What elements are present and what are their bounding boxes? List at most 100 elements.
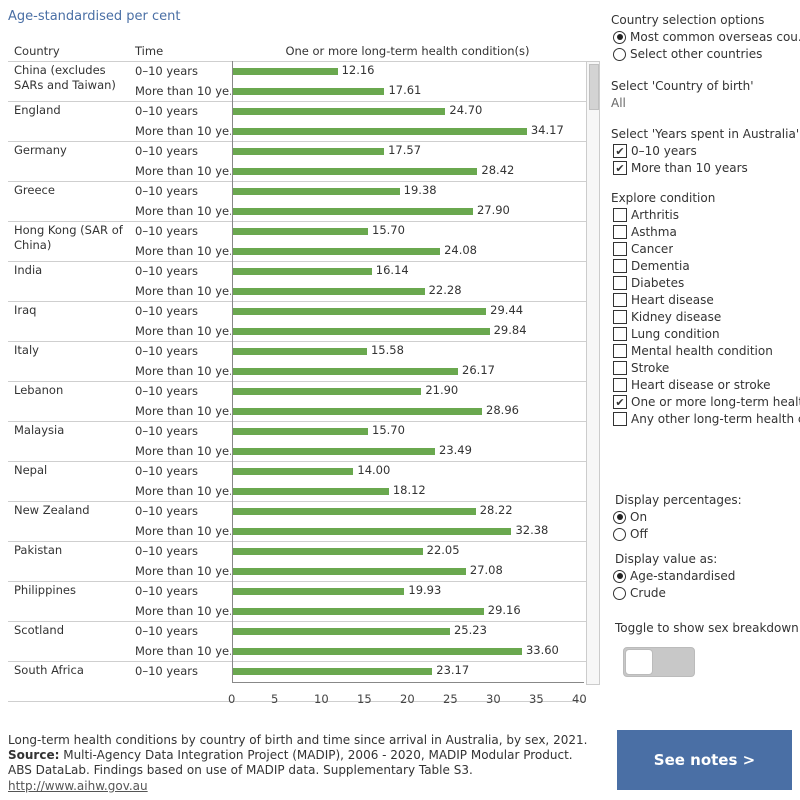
radio-percentages-off[interactable]: Off [613,527,648,541]
checkbox-option[interactable]: Lung condition [613,327,720,341]
bar[interactable] [233,588,405,595]
row-divider [8,501,586,502]
checkbox-option[interactable]: Dementia [613,259,690,273]
bar[interactable] [233,268,372,275]
bar[interactable] [233,188,400,195]
bar[interactable] [233,428,369,435]
radio-crude[interactable]: Crude [613,586,666,600]
country-label: Greece [14,183,55,197]
bar[interactable] [233,308,487,315]
bar[interactable] [233,388,422,395]
bar-value-label: 24.70 [449,103,483,117]
bar[interactable] [233,528,512,535]
checkbox-option[interactable]: ✔ More than 10 years [613,161,748,175]
checkbox-option[interactable]: Arthritis [613,208,679,222]
bar[interactable] [233,448,435,455]
checkbox-option[interactable]: Mental health condition [613,344,773,358]
bar[interactable] [233,608,484,615]
time-label: 0–10 years [135,224,199,238]
checkbox-label: Cancer [631,242,674,256]
checkbox-option[interactable]: Diabetes [613,276,684,290]
country-label: Philippines [14,583,76,597]
time-label: More than 10 ye.. [135,244,231,258]
bar[interactable] [233,408,483,415]
checkbox-option[interactable]: Kidney disease [613,310,721,324]
row-divider [8,381,586,382]
time-label: More than 10 ye.. [135,564,231,578]
bar[interactable] [233,108,446,115]
time-label: More than 10 ye.. [135,404,231,418]
radio-most-common[interactable]: Most common overseas cou.. [613,30,800,44]
bar[interactable] [233,248,441,255]
scrollbar-thumb[interactable] [589,64,599,110]
time-label: 0–10 years [135,184,199,198]
display-percentages-heading: Display percentages: [615,493,742,507]
x-tick-label: 25 [443,692,458,706]
chart-scrollbar[interactable] [586,61,600,685]
x-tick-label: 30 [486,692,501,706]
bar[interactable] [233,88,385,95]
bar[interactable] [233,228,369,235]
row-divider [8,341,586,342]
time-label: More than 10 ye.. [135,324,231,338]
bar-value-label: 16.14 [375,263,409,277]
bar-value-label: 23.49 [439,443,472,457]
bar[interactable] [233,208,473,215]
bar[interactable] [233,128,527,135]
country-of-birth-value[interactable]: All [611,96,626,110]
bar[interactable] [233,368,459,375]
time-label: More than 10 ye.. [135,644,231,658]
checkbox-option[interactable]: Asthma [613,225,677,239]
bar[interactable] [233,148,385,155]
sex-breakdown-toggle[interactable] [623,647,695,677]
bar-value-label: 12.16 [341,63,375,77]
checkbox-option[interactable]: ✔ One or more long-term healt.. [613,395,800,409]
checkbox-label: Diabetes [631,276,685,290]
checkbox-unchecked-icon [613,327,627,341]
bar[interactable] [233,668,433,675]
bar-value-label: 33.60 [525,643,559,657]
time-label: More than 10 ye.. [135,284,231,298]
bar[interactable] [233,328,490,335]
checkbox-unchecked-icon [613,225,627,239]
bar-value-label: 27.08 [469,563,503,577]
bar[interactable] [233,508,476,515]
bar[interactable] [233,348,367,355]
x-tick-label: 40 [572,692,587,706]
footer-link[interactable]: http://www.aihw.gov.au [8,779,148,793]
checkbox-option[interactable]: Stroke [613,361,669,375]
radio-label: Age-standardised [630,569,736,583]
radio-age-standardised[interactable]: Age-standardised [613,569,735,583]
bar[interactable] [233,68,338,75]
checkbox-unchecked-icon [613,276,627,290]
bar-value-label: 29.44 [490,303,524,317]
time-label: 0–10 years [135,504,199,518]
bar[interactable] [233,488,389,495]
checkbox-option[interactable]: ✔ 0–10 years [613,144,697,158]
bar[interactable] [233,548,423,555]
bar[interactable] [233,568,466,575]
bar[interactable] [233,628,450,635]
country-label: South Africa [14,663,84,677]
radio-label: Most common overseas cou.. [630,30,800,44]
radio-percentages-on[interactable]: On [613,510,647,524]
x-tick-label: 20 [400,692,415,706]
bar[interactable] [233,648,522,655]
bar[interactable] [233,288,425,295]
checkbox-label: Any other long-term health c.. [631,412,800,426]
bar-value-label: 28.96 [486,403,519,417]
checkbox-option[interactable]: Heart disease [613,293,714,307]
time-label: More than 10 ye.. [135,484,231,498]
see-notes-button[interactable]: See notes > [617,730,792,790]
checkbox-option[interactable]: Any other long-term health c.. [613,412,800,426]
bar[interactable] [233,168,478,175]
checkbox-unchecked-icon [613,310,627,324]
checkbox-option[interactable]: Heart disease or stroke [613,378,771,392]
checkbox-option[interactable]: Cancer [613,242,673,256]
bar-value-label: 28.22 [479,503,513,517]
years-heading: Select 'Years spent in Australia' [611,127,800,141]
bar[interactable] [233,468,354,475]
radio-select-other[interactable]: Select other countries [613,47,762,61]
checkbox-label: Mental health condition [631,344,773,358]
x-tick-label: 5 [271,692,279,706]
